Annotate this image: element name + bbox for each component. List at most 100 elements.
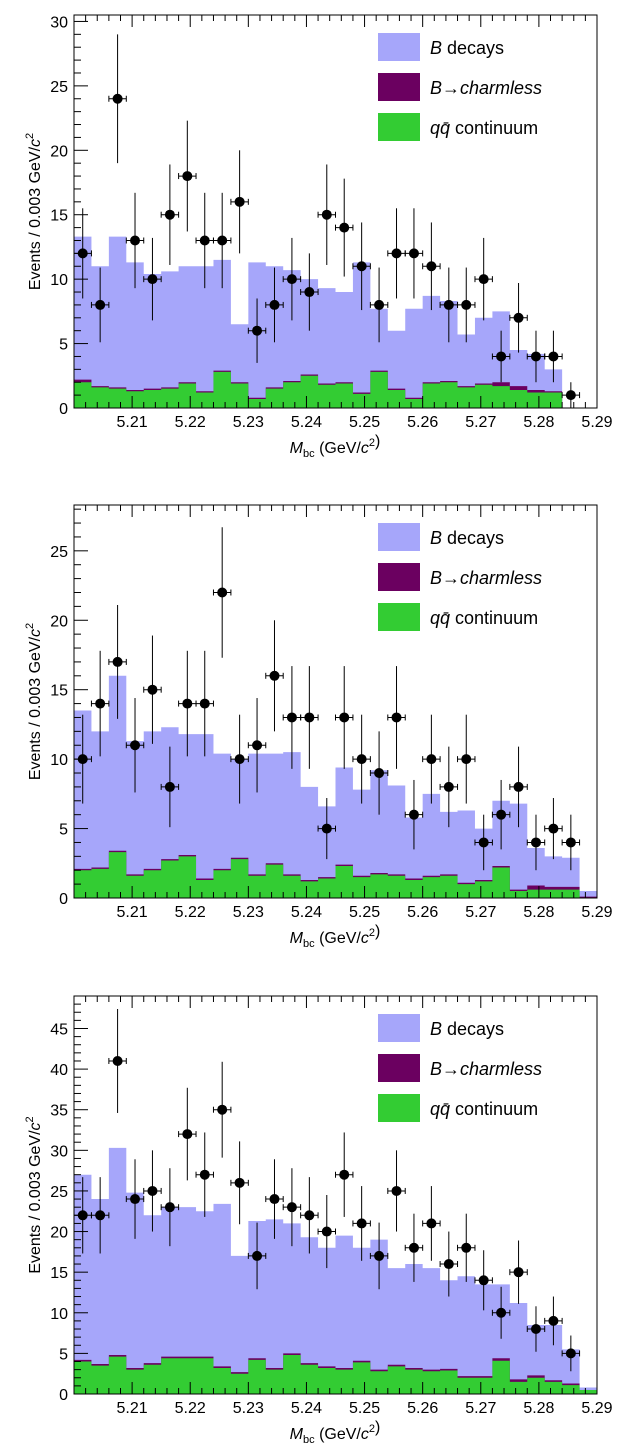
data-marker bbox=[391, 248, 402, 259]
data-point bbox=[509, 1240, 528, 1304]
data-point bbox=[230, 714, 249, 804]
y-tick-label: 45 bbox=[50, 1021, 68, 1038]
data-point bbox=[247, 298, 267, 363]
x-tick-label: 5.27 bbox=[465, 904, 496, 921]
data-marker bbox=[164, 209, 175, 220]
data-point bbox=[561, 382, 581, 408]
data-point bbox=[300, 1177, 319, 1254]
legend-swatch bbox=[378, 113, 420, 141]
data-marker bbox=[217, 587, 228, 598]
data-point bbox=[387, 208, 406, 299]
data-marker bbox=[182, 698, 193, 709]
data-point bbox=[335, 666, 354, 769]
data-point bbox=[265, 267, 284, 343]
data-point bbox=[422, 1186, 441, 1261]
data-point bbox=[300, 253, 319, 331]
data-marker bbox=[374, 299, 385, 310]
x-tick-label: 5.29 bbox=[581, 1400, 612, 1417]
data-point bbox=[230, 150, 249, 254]
x-tick-label: 5.22 bbox=[175, 414, 206, 431]
legend-swatch bbox=[378, 523, 420, 551]
plot-frame bbox=[73, 995, 598, 1395]
histogram-qq-continuum bbox=[74, 852, 597, 898]
y-tick-label: 15 bbox=[50, 208, 68, 225]
y-axis-label: Events / 0.003 GeV/c2 bbox=[24, 133, 44, 290]
data-marker bbox=[426, 1218, 437, 1229]
data-point bbox=[369, 267, 389, 343]
legend-swatch bbox=[378, 33, 420, 61]
data-marker bbox=[269, 1194, 280, 1205]
data-point bbox=[143, 237, 162, 321]
x-tick-label: 5.21 bbox=[117, 904, 148, 921]
legend: B decays B→charmless qq̄ continuum bbox=[378, 523, 542, 631]
data-marker bbox=[530, 351, 541, 362]
x-tick-label: 5.24 bbox=[291, 414, 322, 431]
data-marker bbox=[548, 351, 559, 362]
y-tick-label: 20 bbox=[50, 613, 68, 630]
data-marker bbox=[339, 712, 350, 723]
data-marker bbox=[95, 299, 106, 310]
data-point bbox=[282, 1168, 302, 1247]
data-marker bbox=[112, 93, 123, 104]
data-marker bbox=[513, 781, 524, 792]
data-marker bbox=[478, 274, 489, 285]
data-point bbox=[439, 746, 459, 828]
data-marker bbox=[356, 754, 367, 765]
y-tick-label: 30 bbox=[50, 14, 68, 31]
data-marker bbox=[408, 809, 419, 820]
data-point bbox=[544, 1296, 563, 1346]
data-marker bbox=[443, 781, 454, 792]
legend-item-b-charmless: B→charmless bbox=[378, 1054, 542, 1082]
data-point bbox=[544, 330, 563, 383]
data-marker bbox=[565, 390, 576, 401]
data-point bbox=[509, 746, 528, 828]
data-marker bbox=[391, 1185, 402, 1196]
x-tick-label: 5.21 bbox=[117, 1400, 148, 1417]
y-tick-label: 10 bbox=[50, 1306, 68, 1323]
data-marker bbox=[565, 837, 576, 848]
data-marker bbox=[496, 351, 507, 362]
legend-label: qq̄ continuum bbox=[430, 1099, 538, 1119]
x-tick-label: 5.25 bbox=[349, 414, 380, 431]
data-marker bbox=[496, 1307, 507, 1318]
data-marker bbox=[304, 287, 315, 298]
data-point bbox=[160, 164, 180, 265]
data-marker bbox=[95, 1210, 106, 1221]
data-marker bbox=[112, 656, 123, 667]
data-marker bbox=[356, 1218, 367, 1229]
x-tick-label: 5.25 bbox=[349, 904, 380, 921]
legend: B decays B→charmless qq̄ continuum bbox=[378, 33, 542, 141]
y-tick-label: 40 bbox=[50, 1062, 68, 1079]
legend-label: B decays bbox=[430, 528, 504, 548]
legend-label: B→charmless bbox=[430, 1059, 542, 1079]
data-point bbox=[90, 267, 110, 343]
legend-item-b-decays: B decays bbox=[378, 33, 504, 61]
data-marker bbox=[548, 823, 559, 834]
data-marker bbox=[269, 670, 280, 681]
data-marker bbox=[443, 299, 454, 310]
x-tick-label: 5.28 bbox=[523, 904, 554, 921]
y-tick-label: 0 bbox=[59, 1387, 68, 1404]
data-marker bbox=[112, 1055, 123, 1066]
data-marker bbox=[147, 274, 158, 285]
data-point bbox=[561, 1335, 581, 1372]
y-tick-label: 30 bbox=[50, 1143, 68, 1160]
y-tick-label: 25 bbox=[50, 1184, 68, 1201]
legend-swatch bbox=[378, 1014, 420, 1042]
x-tick-label: 5.26 bbox=[407, 414, 438, 431]
data-marker bbox=[304, 1210, 315, 1221]
data-marker bbox=[147, 1185, 158, 1196]
data-point bbox=[300, 666, 319, 769]
data-point bbox=[422, 222, 441, 311]
data-marker bbox=[199, 235, 210, 246]
data-point bbox=[404, 779, 424, 850]
data-marker bbox=[164, 781, 175, 792]
data-marker bbox=[565, 1348, 576, 1359]
x-tick-label: 5.24 bbox=[291, 1400, 322, 1417]
plot-frame bbox=[73, 14, 598, 409]
legend-swatch bbox=[378, 603, 420, 631]
y-tick-label: 5 bbox=[59, 337, 68, 354]
data-marker bbox=[461, 754, 472, 765]
data-point bbox=[544, 798, 563, 860]
